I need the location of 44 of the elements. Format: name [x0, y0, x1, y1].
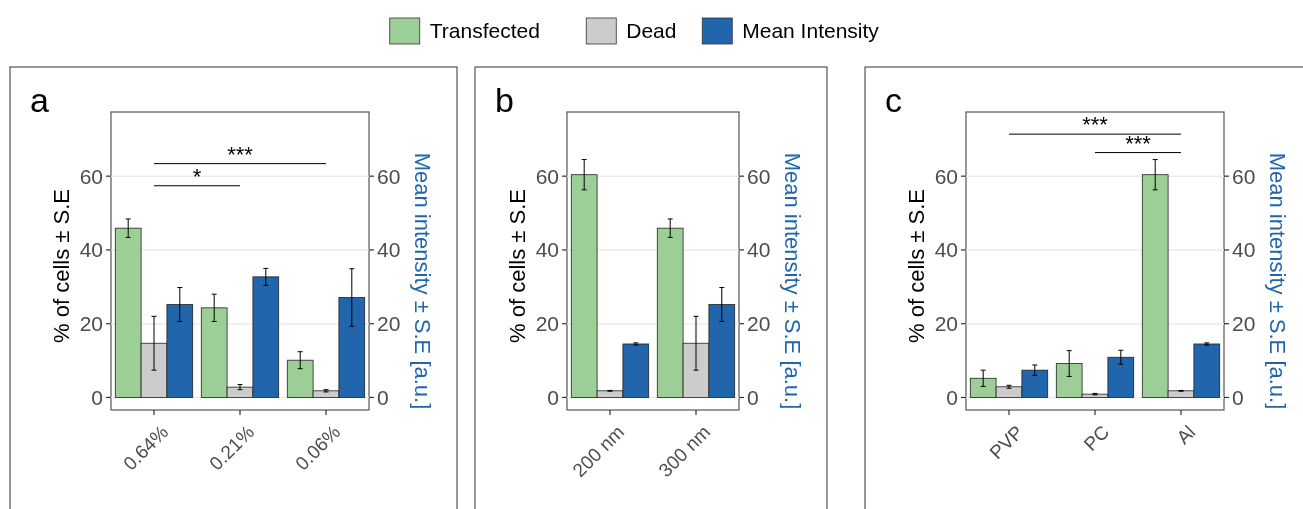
annotation: *** — [1082, 112, 1109, 138]
legend-label: Dead — [626, 19, 677, 43]
y-tick-label: 40 — [934, 238, 958, 262]
y2-tick-label: 60 — [1232, 164, 1256, 188]
y-tick-label: 20 — [535, 312, 559, 336]
y2-tick-label: 0 — [1232, 385, 1244, 409]
y-tick-label: 40 — [79, 238, 103, 262]
annotation: *** — [227, 141, 254, 167]
y2-tick-label: 0 — [747, 385, 759, 409]
y2-tick-label: 20 — [1232, 312, 1256, 336]
y-tick-label: 60 — [79, 164, 103, 188]
y2-tick-label: 20 — [377, 312, 401, 336]
y-tick-label: 60 — [934, 164, 958, 188]
x-tick-label: PC — [1079, 421, 1114, 455]
y2-axis-title: Mean intensity ± S.E [a.u.] — [780, 152, 805, 410]
x-tick-label: Al — [1172, 421, 1200, 449]
y2-axis-title: Mean intensity ± S.E [a.u.] — [410, 152, 435, 410]
chart-title: b — [495, 81, 514, 119]
y-tick-label: 0 — [946, 385, 958, 409]
y-tick-label: 20 — [79, 312, 103, 336]
legend-label: Mean Intensity — [742, 19, 880, 43]
x-tick-label: 200 nm — [568, 421, 629, 482]
annotation: *** — [1125, 130, 1152, 156]
y2-tick-label: 60 — [377, 164, 401, 188]
y2-tick-label: 40 — [747, 238, 771, 262]
y-tick-label: 0 — [91, 385, 103, 409]
chart-title: a — [30, 81, 49, 119]
annotation: * — [192, 163, 202, 189]
y-axis-title: % of cells ± S.E — [904, 189, 929, 343]
y2-tick-label: 20 — [747, 312, 771, 336]
y2-tick-label: 60 — [747, 164, 771, 188]
y2-axis-title: Mean intensity ± S.E [a.u.] — [1265, 152, 1290, 410]
y2-tick-label: 0 — [377, 385, 389, 409]
y2-tick-label: 40 — [1232, 238, 1256, 262]
y-axis-title: % of cells ± S.E — [505, 189, 530, 343]
y-tick-label: 60 — [535, 164, 559, 188]
legend-label: Transfected — [429, 19, 540, 43]
y2-tick-label: 40 — [377, 238, 401, 262]
chart-title: c — [885, 81, 902, 119]
y-axis-title: % of cells ± S.E — [49, 189, 74, 343]
y-tick-label: 0 — [547, 385, 559, 409]
y-tick-label: 40 — [535, 238, 559, 262]
x-tick-label: 300 nm — [654, 421, 715, 482]
y-tick-label: 20 — [934, 312, 958, 336]
